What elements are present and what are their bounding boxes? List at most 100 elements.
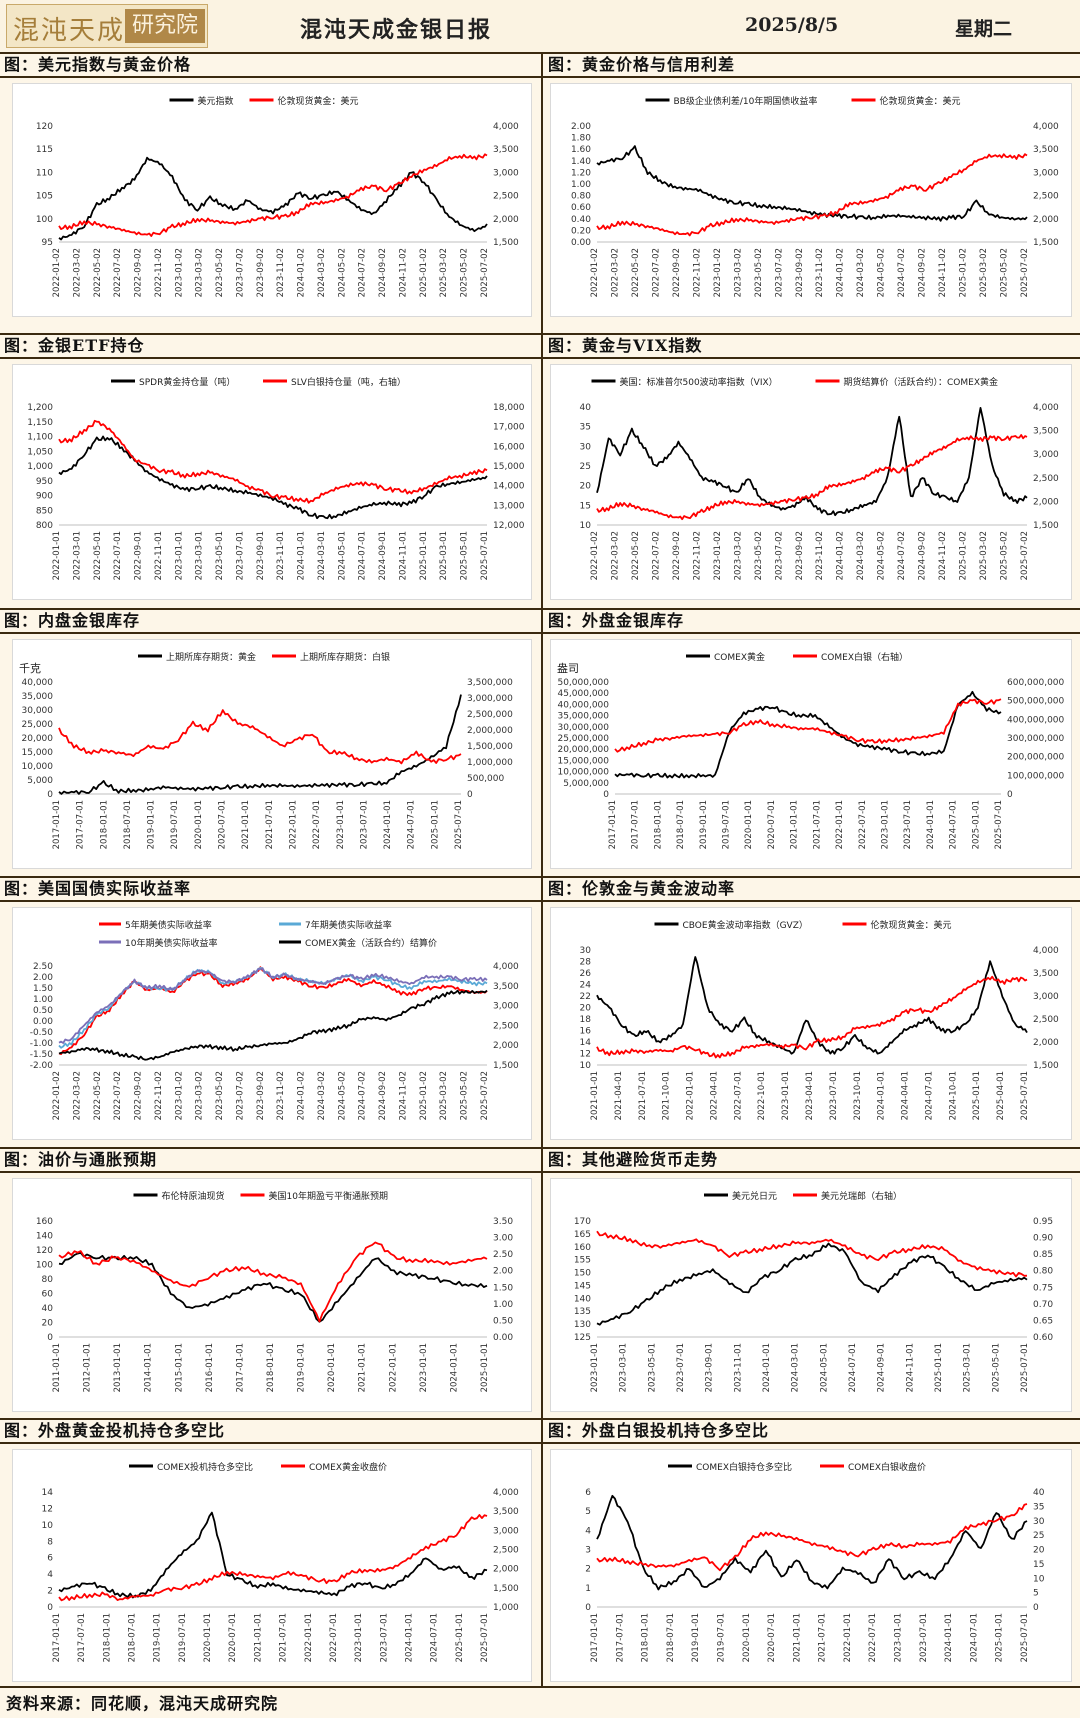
- x-tick-label: 2025-07-01: [454, 800, 464, 849]
- y-tick-label: 0.50: [33, 1006, 53, 1016]
- series-line: [596, 434, 1028, 521]
- y-tick-label: 0.20: [571, 226, 591, 236]
- x-tick-label: 2022-04-01: [709, 1071, 719, 1120]
- x-tick-label: 2020-01-01: [744, 800, 754, 849]
- x-tick-label: 2023-03-02: [733, 248, 743, 297]
- panel-heading: 图：内盘金银库存: [4, 611, 141, 630]
- x-tick-label: 2024-09-02: [918, 248, 928, 297]
- x-tick-label: 2022-03-01: [72, 531, 82, 580]
- y-tick-label: 0: [585, 1603, 591, 1613]
- y2-tick-label: 2,000: [1033, 215, 1059, 225]
- y-tick-label: 2.00: [571, 122, 591, 132]
- x-tick-label: 2024-03-01: [791, 1343, 801, 1392]
- y2-tick-label: 10: [1033, 1574, 1045, 1584]
- y2-tick-label: 500,000,000: [1007, 697, 1065, 707]
- x-tick-label: 2017-01-01: [235, 1343, 245, 1392]
- y2-tick-label: 2,000: [1033, 497, 1059, 507]
- y-tick-label: 30: [580, 442, 592, 452]
- y-tick-label: 0: [47, 1333, 53, 1343]
- x-tick-label: 2022-11-02: [692, 248, 702, 297]
- unit-label: 盎司: [557, 661, 579, 675]
- x-tick-label: 2017-01-01: [590, 1613, 600, 1662]
- x-tick-label: 2022-01-01: [835, 800, 845, 849]
- x-tick-label: 2022-07-02: [651, 531, 661, 580]
- x-tick-label: 2017-07-01: [77, 1613, 87, 1662]
- x-tick-label: 2014-01-01: [144, 1343, 154, 1392]
- chart-legend: CBOE黄金波动率指数（GVZ） 伦敦现货黄金：美元: [654, 919, 952, 931]
- x-tick-label: 2023-09-02: [256, 1071, 266, 1120]
- x-tick-label: 2025-03-01: [963, 1343, 973, 1392]
- report-header: 混沌天成 研究院 混沌天成金银日报 2025/8/5 星期二: [0, 0, 1080, 54]
- x-tick-label: 2023-05-02: [215, 248, 225, 297]
- x-tick-label: 2023-07-02: [235, 248, 245, 297]
- x-tick-label: 2023-05-01: [215, 531, 225, 580]
- chart-legend: COMEX黄金 COMEX白银（右轴）: [686, 651, 908, 663]
- x-tick-label: 2024-11-01: [905, 1343, 915, 1392]
- y-tick-label: 40: [580, 403, 592, 413]
- x-tick-label: 2024-09-02: [918, 531, 928, 580]
- x-tick-label: 2025-05-02: [1000, 531, 1010, 580]
- y-tick-label: 5,000,000: [563, 779, 609, 789]
- x-tick-label: 2018-01-01: [653, 800, 663, 849]
- x-tick-label: 2022-07-01: [868, 1613, 878, 1662]
- y-tick-label: 25,000: [22, 720, 54, 730]
- y2-tick-label: 2,500: [1033, 474, 1059, 484]
- y-tick-label: 95: [42, 238, 53, 248]
- y-tick-label: 900: [36, 492, 53, 502]
- x-tick-label: 2023-09-02: [256, 248, 266, 297]
- y-tick-label: 20,000,000: [557, 745, 609, 755]
- y-tick-label: 24: [580, 981, 592, 991]
- x-tick-label: 2022-07-01: [329, 1613, 339, 1662]
- y2-tick-label: 200,000,000: [1007, 753, 1065, 763]
- y-tick-label: 1.60: [571, 145, 591, 155]
- x-tick-label: 2025-03-02: [979, 531, 989, 580]
- x-tick-label: 2024-03-01: [317, 531, 327, 580]
- x-tick-label: 2023-03-01: [619, 1343, 629, 1392]
- x-tick-label: 2022-01-02: [52, 248, 62, 297]
- x-tick-label: 2024-03-02: [856, 248, 866, 297]
- y2-tick-label: 1,500: [1033, 521, 1059, 531]
- chart-legend: 5年期美债实际收益率 7年期美债实际收益率 10年期美债实际收益率 COMEX黄金（活…: [99, 919, 437, 949]
- series-line: [58, 1511, 488, 1599]
- x-tick-label: 2019-01-01: [147, 800, 157, 849]
- y-tick-label: 100: [36, 215, 53, 225]
- x-tick-label: 2021-01-01: [253, 1613, 263, 1662]
- y-tick-label: 15: [580, 501, 591, 511]
- x-tick-label: 2015-01-01: [174, 1343, 184, 1392]
- y2-tick-label: 3,500: [1033, 427, 1059, 437]
- legend-label: COMEX黄金（活跃合约）结算价: [305, 937, 437, 949]
- chart-legend: COMEX投机持仓多空比 COMEX黄金收盘价: [129, 1461, 387, 1473]
- y2-tick-label: 0: [467, 790, 473, 800]
- y2-tick-label: 3,000: [1033, 992, 1059, 1002]
- legend-label: 上期所库存期货：白银: [300, 651, 390, 663]
- x-tick-label: 2024-05-01: [819, 1343, 829, 1392]
- x-tick-label: 2022-01-01: [686, 1071, 696, 1120]
- x-tick-label: 2025-07-01: [1020, 1343, 1030, 1392]
- y-tick-label: 5: [585, 1507, 591, 1517]
- divider: [0, 1686, 1080, 1688]
- x-tick-label: 2025-01-02: [419, 1071, 429, 1120]
- x-tick-label: 2018-01-01: [99, 800, 109, 849]
- x-tick-label: 2022-05-02: [631, 248, 641, 297]
- panel-heading: 图：金银ETF持仓: [4, 336, 145, 355]
- series-line: [58, 1514, 488, 1602]
- x-tick-label: 2023-09-01: [256, 531, 266, 580]
- y-tick-label: 16: [580, 1027, 592, 1037]
- x-tick-label: 2023-07-02: [774, 248, 784, 297]
- x-tick-label: 2023-07-02: [235, 1071, 245, 1120]
- panel-heading: 图：黄金与VIX指数: [548, 336, 703, 355]
- x-tick-label: 2018-07-01: [676, 800, 686, 849]
- x-tick-label: 2023-03-02: [195, 1071, 205, 1120]
- y-tick-label: 10: [42, 1521, 54, 1531]
- x-tick-label: 2019-01-01: [297, 1343, 307, 1392]
- y-tick-label: -2.00: [30, 1061, 54, 1071]
- x-tick-label: 2024-11-02: [398, 1071, 408, 1120]
- x-tick-label: 2019-07-01: [170, 800, 180, 849]
- y-tick-label: 100: [36, 1261, 53, 1271]
- y-tick-label: 12: [580, 1050, 591, 1060]
- y-tick-label: 120: [36, 1246, 53, 1256]
- y2-tick-label: 3,500: [493, 1507, 519, 1517]
- x-tick-label: 2025-01-01: [480, 1343, 490, 1392]
- legend-label: COMEX白银收盘价: [848, 1461, 926, 1473]
- x-tick-label: 2018-07-01: [666, 1613, 676, 1662]
